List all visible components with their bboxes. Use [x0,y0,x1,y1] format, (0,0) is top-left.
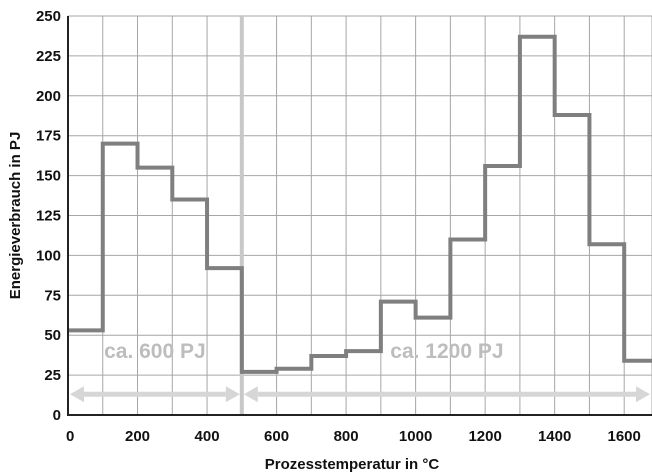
y-tick-label: 150 [36,168,61,185]
y-axis-title: Energieverbrauch in PJ [7,132,24,300]
range-arrow-head-left [70,386,84,403]
range-arrow-head-right [636,386,650,403]
x-tick-label: 200 [125,428,150,445]
x-tick-label: 1200 [468,428,501,445]
range-annotation: ca. 1200 PJ [390,340,503,363]
y-tick-label: 25 [44,367,61,384]
y-tick-label: 75 [44,287,61,304]
x-tick-label: 600 [264,428,289,445]
range-annotation: ca. 600 PJ [104,340,206,363]
x-tick-label: 1400 [538,428,571,445]
x-tick-label: 800 [334,428,359,445]
y-tick-label: 100 [36,247,61,264]
annotations: ca. 600 PJ ca. 1200 PJ [104,340,503,363]
x-tick-label: 1600 [608,428,641,445]
y-tick-label: 50 [44,327,61,344]
y-axis-ticks: 0 25 50 75 100 125 150 175 200 225 250 [36,8,61,424]
y-tick-label: 125 [36,208,61,225]
y-tick-label: 0 [53,407,61,424]
y-tick-label: 175 [36,128,61,145]
y-tick-label: 200 [36,88,61,105]
axes [67,16,652,416]
series-step-line [68,34,652,374]
x-tick-label: 400 [195,428,220,445]
range-arrow-head-right [225,386,240,403]
range-arrows [70,386,650,403]
range-arrow-head-left [243,386,258,403]
x-axis-title: Prozesstemperatur in °C [265,456,440,473]
x-tick-label: 1000 [399,428,432,445]
y-tick-label: 225 [36,48,61,65]
x-axis-ticks: 0 200 400 600 800 1000 1200 1400 1600 [66,428,641,445]
y-tick-label: 250 [36,8,61,25]
x-tick-label: 0 [66,428,74,445]
